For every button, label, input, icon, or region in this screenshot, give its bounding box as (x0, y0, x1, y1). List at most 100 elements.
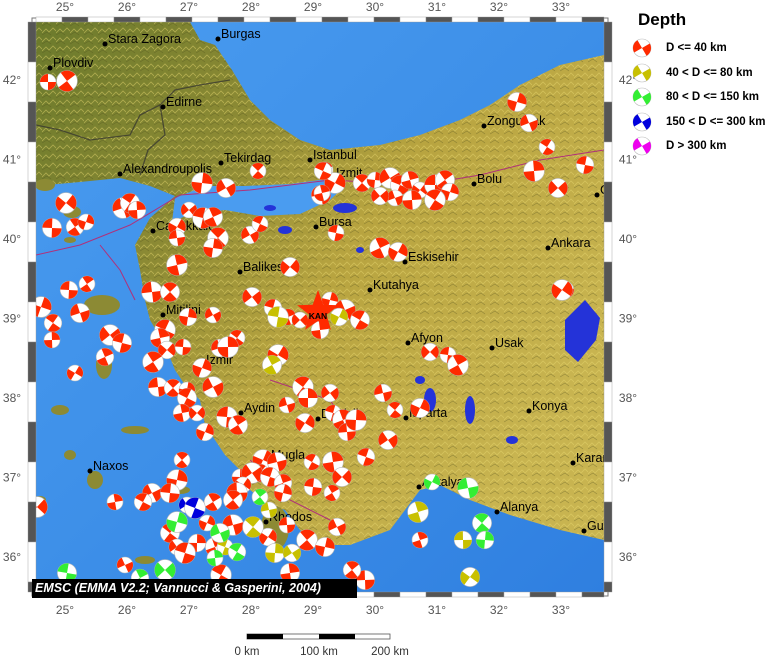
city: Ankara (545, 236, 591, 251)
beachball (242, 516, 264, 538)
city-dot (117, 171, 123, 177)
beachball (260, 501, 278, 519)
city-dot (87, 468, 93, 474)
city: Afyon (405, 331, 443, 346)
beachball (296, 529, 318, 551)
beachball (267, 306, 289, 328)
longitude-label: 31° (428, 0, 446, 14)
city-label: Tekirdag (224, 151, 271, 165)
longitude-label: 25° (56, 0, 74, 14)
beachball (551, 279, 573, 301)
beachball (313, 161, 333, 181)
beachball (548, 178, 568, 198)
beachball (166, 511, 188, 533)
city-label: Bolu (477, 172, 502, 186)
city: Aydin (238, 401, 275, 416)
beachball (106, 493, 124, 511)
beachball (133, 492, 153, 512)
beachball (66, 364, 84, 382)
beachball (206, 549, 224, 567)
city: Gulnar (581, 519, 604, 534)
epicenter-label: KAN (309, 311, 327, 321)
beachball (273, 483, 293, 503)
axis-labels: 25° 25° 26° 26° 27° 27° 28° 28° 29° 29° 30° 30° 31° 3… (3, 0, 637, 617)
longitude-label: 28° (242, 0, 260, 14)
longitude-label: 33° (552, 0, 570, 14)
beachball (327, 224, 345, 242)
beachball (42, 218, 62, 238)
beachball (632, 63, 652, 83)
beachball (411, 531, 429, 549)
beachball-icon (632, 63, 652, 83)
city: Usak (489, 336, 524, 351)
beachball (291, 311, 309, 329)
city: Istanbul (307, 148, 357, 163)
city-label: Ankara (551, 236, 591, 250)
beachball (320, 383, 340, 403)
map-area: Stara Zagora Burgas Plovdiv Edirne Alexandro… (36, 22, 639, 592)
beachball (295, 413, 315, 433)
beachball (217, 336, 239, 358)
city-label: Cankiri (600, 183, 639, 197)
beachball (56, 70, 78, 92)
beachball (282, 543, 302, 563)
beachball (457, 477, 479, 499)
beachball (77, 213, 95, 231)
city-dot (47, 65, 53, 71)
beachball (258, 527, 278, 547)
beachball (228, 415, 248, 435)
beachball (116, 556, 134, 574)
beachball (315, 537, 335, 557)
legend-item: 150 < D <= 300 km (622, 110, 778, 135)
city: Cankiri (594, 183, 639, 198)
beachball (265, 543, 285, 563)
city-label: Stara Zagora (108, 32, 181, 46)
beachball (168, 229, 186, 247)
latitude-label: 36° (3, 550, 21, 564)
legend-item: D <= 40 km (622, 36, 778, 61)
beachball (519, 113, 539, 133)
city: Alexandroupolis (117, 162, 212, 177)
city-dot (416, 484, 422, 490)
beachball (43, 313, 63, 333)
beachball (172, 403, 192, 423)
beachball (173, 451, 191, 469)
latitude-label: 39° (3, 312, 21, 326)
scale-label-0: 0 km (234, 646, 260, 658)
city-dot (405, 340, 411, 346)
city-label: Usak (495, 336, 524, 350)
city-label: Istanbul (313, 148, 357, 162)
city-label: Konya (532, 399, 567, 413)
city-dot (367, 287, 373, 293)
city-label: Burgas (221, 27, 261, 41)
city: Konya (526, 399, 567, 414)
city-label: Alanya (500, 500, 538, 514)
latitude-label: 42° (619, 73, 637, 87)
beachball (184, 497, 206, 519)
beachball-icon (632, 112, 652, 132)
beachball (278, 396, 296, 414)
beachball (369, 237, 391, 259)
beachball (204, 306, 222, 324)
longitude-label: 29° (304, 0, 322, 14)
latitude-label: 39° (619, 312, 637, 326)
beachball (632, 136, 652, 156)
scale-bar (246, 633, 391, 640)
beachball (210, 523, 230, 543)
beachball (632, 87, 652, 107)
beachball (313, 184, 331, 202)
beachball (267, 452, 287, 472)
city-label: Rhodos (269, 510, 312, 524)
credit-text: EMSC (EMMA V2.2; Vannucci & Gasperini, 2… (32, 579, 357, 598)
beachball (142, 351, 164, 373)
city-label: Bursa (319, 215, 352, 229)
legend-label: D > 300 km (666, 140, 727, 153)
city-dot (481, 123, 487, 129)
beachball (227, 542, 247, 562)
beachball (203, 238, 223, 258)
beachball (166, 254, 188, 276)
city-dot (238, 410, 244, 416)
legend-label: 40 < D <= 80 km (666, 66, 753, 79)
beachball (303, 477, 323, 497)
legend-label: 150 < D <= 300 km (666, 115, 766, 128)
